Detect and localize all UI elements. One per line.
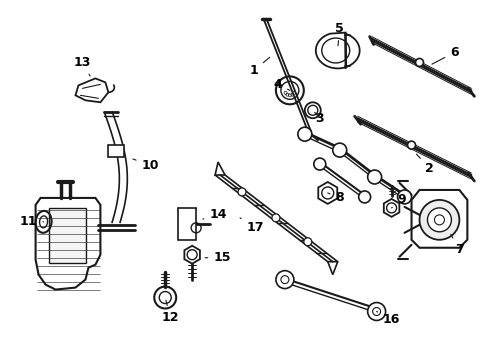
Circle shape — [367, 302, 385, 320]
Text: 2: 2 — [416, 154, 433, 175]
Text: 5: 5 — [335, 22, 344, 46]
Circle shape — [332, 143, 346, 157]
Text: 6: 6 — [431, 46, 458, 64]
Text: 16: 16 — [376, 311, 400, 326]
Circle shape — [297, 127, 311, 141]
Circle shape — [313, 158, 325, 170]
Circle shape — [427, 208, 450, 232]
Text: 13: 13 — [74, 56, 91, 76]
Text: 11: 11 — [20, 215, 43, 228]
Circle shape — [415, 58, 423, 67]
Circle shape — [238, 188, 245, 196]
FancyBboxPatch shape — [178, 208, 196, 240]
Text: 12: 12 — [161, 300, 179, 324]
Circle shape — [407, 141, 415, 149]
Text: 4: 4 — [273, 78, 289, 91]
Text: 9: 9 — [391, 193, 405, 208]
Circle shape — [358, 191, 370, 203]
FancyBboxPatch shape — [48, 208, 86, 263]
Text: 14: 14 — [203, 208, 226, 221]
Text: 8: 8 — [327, 192, 344, 204]
Text: 17: 17 — [240, 218, 263, 234]
Circle shape — [397, 190, 411, 204]
Circle shape — [419, 200, 458, 240]
Text: 3: 3 — [314, 112, 324, 125]
FancyBboxPatch shape — [108, 145, 124, 157]
Circle shape — [275, 271, 293, 289]
Text: 15: 15 — [204, 251, 230, 264]
Circle shape — [271, 214, 279, 222]
Text: 10: 10 — [133, 158, 159, 172]
Text: 1: 1 — [249, 57, 269, 77]
Text: 7: 7 — [450, 234, 463, 256]
Circle shape — [303, 238, 311, 246]
Circle shape — [367, 170, 381, 184]
